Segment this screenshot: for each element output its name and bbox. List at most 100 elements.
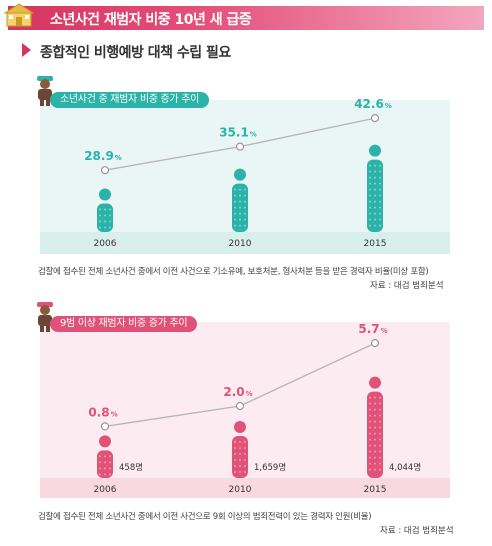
bar-texture-dot <box>239 465 241 467</box>
trend-point-2010 <box>235 401 245 411</box>
bar-texture-dot <box>374 420 376 423</box>
bar-texture-dot <box>99 220 101 223</box>
bar-texture-dot <box>109 473 111 476</box>
bar-texture-dot <box>104 214 106 217</box>
bar-texture-dot <box>244 441 246 443</box>
value-label-2006: 28.9% <box>84 149 122 163</box>
bar-texture-dot <box>234 447 236 449</box>
bar-texture-dot <box>244 206 246 209</box>
trend-point-2010 <box>235 142 245 151</box>
bar-texture-dot <box>374 414 376 417</box>
bar-texture-dot <box>369 188 371 191</box>
bar-texture-dot <box>374 182 376 185</box>
bar-texture-dot <box>234 224 236 227</box>
bar-texture-dot <box>234 188 236 191</box>
bar-texture-dot <box>234 206 236 209</box>
value-unit: % <box>115 154 122 162</box>
bar-texture-dot <box>104 455 106 458</box>
bar-texture-dot <box>239 453 241 455</box>
bar-texture-dot <box>239 447 241 449</box>
value-label-2010: 35.1% <box>219 126 257 140</box>
bar-texture-dot <box>374 444 376 447</box>
bar-texture-dot <box>239 188 241 191</box>
value-unit: % <box>246 390 253 398</box>
x-tick-2006: 2006 <box>94 485 117 495</box>
bar-texture-dot <box>379 468 381 471</box>
bar-texture-dot <box>234 218 236 221</box>
bar-texture-dot <box>244 453 246 455</box>
bar-2006 <box>97 435 113 478</box>
chart-2-baseline-band <box>40 478 450 498</box>
bar-texture-dot <box>104 208 106 211</box>
bar-texture-dot <box>369 450 371 453</box>
bar-texture-dot <box>104 467 106 470</box>
x-tick-2015: 2015 <box>364 485 387 495</box>
bar-texture-dot <box>374 396 376 399</box>
bar-2015 <box>367 376 383 478</box>
bar-texture-dot <box>239 206 241 209</box>
bar-texture-dot <box>109 214 111 217</box>
bar-texture-dot <box>239 200 241 203</box>
bar-texture-dot <box>379 432 381 435</box>
bar-texture-dot <box>104 473 106 476</box>
bar-texture-dot <box>374 188 376 191</box>
trend-point-2006 <box>100 422 110 431</box>
bar-body <box>232 436 248 478</box>
bar-texture-dot <box>379 408 381 411</box>
bar-texture-dot <box>369 432 371 435</box>
bar-texture-dot <box>379 224 381 227</box>
bar-texture-dot <box>99 467 101 470</box>
bar-texture-dot <box>109 226 111 229</box>
bar-texture-dot <box>109 208 111 211</box>
bar-texture-dot <box>379 402 381 405</box>
bar-texture-dot <box>379 182 381 185</box>
x-tick-2015: 2015 <box>364 239 387 249</box>
bar-texture-dot <box>379 194 381 197</box>
bar-texture-dot <box>244 212 246 215</box>
bar-texture-dot <box>379 414 381 417</box>
bar-texture-dot <box>239 441 241 443</box>
bar-texture-dot <box>369 176 371 179</box>
bar-body <box>97 203 113 232</box>
bar-texture-dot <box>244 471 246 473</box>
bar-texture-dot <box>234 194 236 197</box>
chart-1-source: 자료 : 대검 범죄분석 <box>370 281 444 291</box>
bar-texture-dot <box>374 224 376 227</box>
trend-point-2015 <box>370 339 380 348</box>
bar-texture-dot <box>239 212 241 215</box>
bar-head <box>99 188 111 201</box>
x-tick-2010: 2010 <box>229 485 252 495</box>
bar-texture-dot <box>234 200 236 203</box>
bar-texture-dot <box>369 456 371 459</box>
bar-texture-dot <box>104 461 106 464</box>
bar-texture-dot <box>379 450 381 453</box>
bar-texture-dot <box>374 456 376 459</box>
bar-texture-dot <box>99 473 101 476</box>
bar-texture-dot <box>244 224 246 227</box>
bar-texture-dot <box>244 465 246 467</box>
bar-texture-dot <box>369 224 371 227</box>
bar-texture-dot <box>374 212 376 215</box>
bar-texture-dot <box>379 206 381 209</box>
bar-texture-dot <box>369 212 371 215</box>
bar-texture-dot <box>244 200 246 203</box>
bar-texture-dot <box>374 194 376 197</box>
bar-texture-dot <box>244 447 246 449</box>
bar-texture-dot <box>369 402 371 405</box>
bar-texture-dot <box>369 468 371 471</box>
bar-texture-dot <box>369 444 371 447</box>
bar-texture-dot <box>99 214 101 217</box>
bar-texture-dot <box>109 461 111 464</box>
bar-texture-dot <box>369 194 371 197</box>
bar-texture-dot <box>239 194 241 197</box>
bar-head <box>369 144 381 157</box>
bar-texture-dot <box>369 420 371 423</box>
bar-texture-dot <box>234 465 236 467</box>
bar-texture-dot <box>374 426 376 429</box>
bar-texture-dot <box>369 438 371 441</box>
bar-texture-dot <box>99 461 101 464</box>
count-label-2010: 1,659명 <box>254 462 286 473</box>
bar-texture-dot <box>379 188 381 191</box>
bar-texture-dot <box>239 459 241 461</box>
bar-texture-dot <box>234 471 236 473</box>
